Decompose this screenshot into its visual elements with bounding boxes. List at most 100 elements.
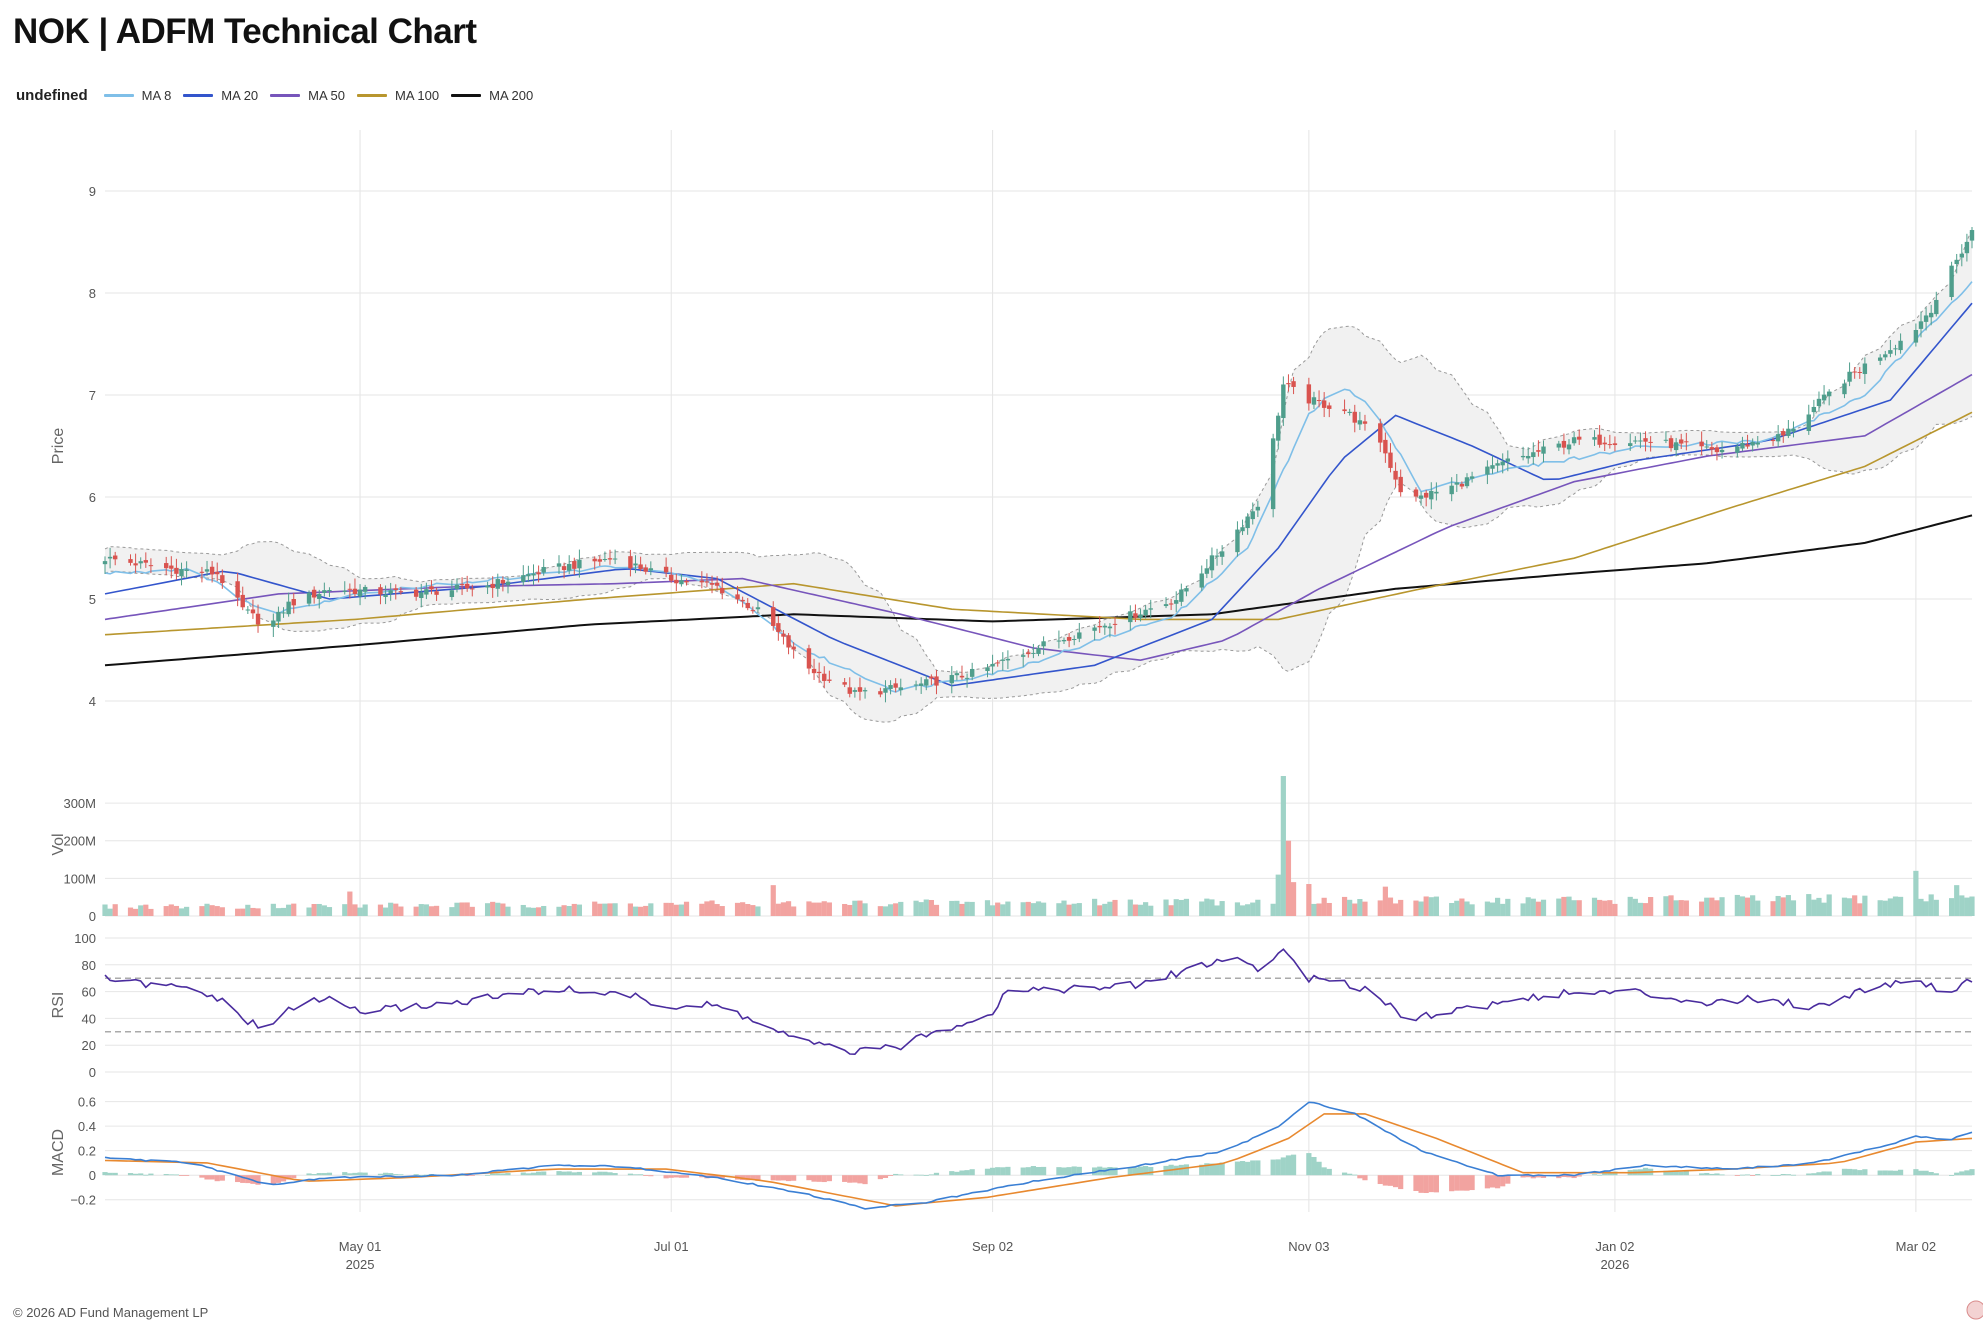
price-y-tick-label: 9 bbox=[89, 184, 96, 199]
volume-bar bbox=[357, 907, 363, 916]
macd-histogram-bar bbox=[750, 1175, 756, 1180]
volume-bar bbox=[607, 903, 613, 916]
volume-bar bbox=[255, 908, 261, 916]
volume-bar bbox=[1464, 901, 1470, 916]
volume-bar bbox=[719, 906, 725, 916]
macd-histogram-bar bbox=[393, 1174, 399, 1176]
volume-bar bbox=[627, 903, 634, 916]
legend-label-ma50: MA 50 bbox=[308, 87, 346, 103]
macd-histogram-bar bbox=[377, 1173, 384, 1176]
candle-up bbox=[107, 556, 113, 559]
volume-bar bbox=[1750, 895, 1756, 916]
candle-down bbox=[669, 574, 674, 581]
candle-down bbox=[776, 623, 781, 632]
legend-item-ma100[interactable]: MA 100 bbox=[357, 88, 439, 103]
volume-bar bbox=[882, 906, 889, 916]
volume-bar bbox=[1148, 905, 1154, 916]
volume-bar bbox=[484, 903, 491, 916]
macd-histogram-bar bbox=[235, 1175, 241, 1183]
candle-down bbox=[164, 563, 169, 569]
volume-bar bbox=[1484, 901, 1490, 916]
volume-bar bbox=[1428, 897, 1434, 916]
volume-bar bbox=[138, 905, 144, 916]
volume-bar bbox=[1413, 900, 1419, 916]
volume-bar bbox=[1775, 895, 1781, 916]
candle-up bbox=[1883, 354, 1888, 358]
candle-up bbox=[1199, 573, 1204, 588]
volume-bar bbox=[541, 905, 547, 916]
legend-item-ma200[interactable]: MA 200 bbox=[451, 88, 533, 103]
volume-bar bbox=[204, 903, 210, 916]
volume-bar bbox=[1923, 901, 1929, 916]
candle-down bbox=[1679, 439, 1684, 444]
candle-down bbox=[1306, 384, 1312, 404]
volume-bar bbox=[178, 908, 185, 916]
volume-bar bbox=[1602, 900, 1608, 916]
volume-bar bbox=[1862, 895, 1868, 916]
candle-down bbox=[240, 594, 245, 608]
volume-bar bbox=[1183, 898, 1190, 916]
rsi-y-tick-label: 60 bbox=[82, 985, 96, 1000]
volume-bar bbox=[1392, 903, 1399, 916]
legend-item-ma20[interactable]: MA 20 bbox=[183, 88, 258, 103]
volume-bar bbox=[1964, 897, 1970, 916]
macd-histogram-bar bbox=[1811, 1173, 1817, 1176]
macd-histogram-bar bbox=[1561, 1175, 1567, 1177]
macd-histogram-bar bbox=[1387, 1175, 1394, 1186]
volume-bar bbox=[1959, 895, 1965, 916]
macd-histogram-bar bbox=[683, 1175, 690, 1178]
candle-up bbox=[357, 589, 363, 597]
macd-histogram-bar bbox=[719, 1175, 725, 1179]
volume-bar bbox=[1005, 901, 1011, 916]
macd-histogram-bar bbox=[1887, 1170, 1893, 1176]
candle-down bbox=[199, 571, 205, 573]
volume-bar bbox=[1127, 899, 1133, 916]
rsi-line bbox=[104, 948, 1973, 1056]
candle-up bbox=[1821, 394, 1827, 401]
candle-down bbox=[1026, 652, 1031, 655]
candle-down bbox=[699, 580, 705, 583]
macd-histogram-bar bbox=[1173, 1165, 1179, 1176]
candle-up bbox=[1750, 442, 1755, 446]
volume-bar bbox=[143, 904, 149, 916]
volume-bar bbox=[1234, 902, 1241, 916]
candle-down bbox=[628, 556, 633, 569]
x-tick-label: Sep 02 bbox=[972, 1239, 1013, 1254]
volume-bar bbox=[275, 908, 282, 916]
candle-down bbox=[1388, 452, 1393, 468]
macd-histogram-bar bbox=[1591, 1174, 1598, 1176]
volume-bar bbox=[862, 903, 868, 916]
volume-bar bbox=[291, 903, 297, 916]
candle-down bbox=[470, 588, 475, 590]
candle-down bbox=[1770, 440, 1776, 442]
volume-bar bbox=[535, 907, 542, 916]
macd-histogram-bar bbox=[209, 1175, 215, 1180]
macd-histogram-bar bbox=[882, 1175, 889, 1178]
legend-label-ma8: MA 8 bbox=[141, 87, 172, 103]
macd-histogram-bar bbox=[173, 1174, 180, 1176]
macd-histogram-bar bbox=[214, 1175, 220, 1182]
macd-histogram-bar bbox=[204, 1175, 210, 1180]
candle-down bbox=[1612, 443, 1618, 446]
volume-bar bbox=[714, 904, 720, 916]
macd-histogram-bar bbox=[342, 1172, 348, 1176]
candle-up bbox=[1005, 658, 1011, 661]
candle-up bbox=[1949, 265, 1954, 298]
macd-histogram-bar bbox=[1056, 1167, 1062, 1176]
volume-bar bbox=[311, 904, 317, 916]
macd-histogram-bar bbox=[643, 1175, 649, 1176]
candle-up bbox=[1000, 659, 1005, 661]
volume-bar bbox=[704, 901, 710, 916]
macd-histogram-bar bbox=[857, 1175, 863, 1184]
candle-up bbox=[1500, 461, 1505, 466]
legend-item-ma50[interactable]: MA 50 bbox=[270, 88, 345, 103]
volume-bar bbox=[1449, 902, 1455, 916]
macd-histogram-bar bbox=[270, 1175, 276, 1185]
macd-histogram-bar bbox=[388, 1173, 394, 1176]
candle-down bbox=[255, 613, 261, 625]
legend-item-ma8[interactable]: MA 8 bbox=[103, 87, 172, 103]
candle-up bbox=[1240, 527, 1245, 532]
macd-histogram-bar bbox=[638, 1174, 644, 1176]
volume-bar bbox=[1285, 840, 1292, 916]
